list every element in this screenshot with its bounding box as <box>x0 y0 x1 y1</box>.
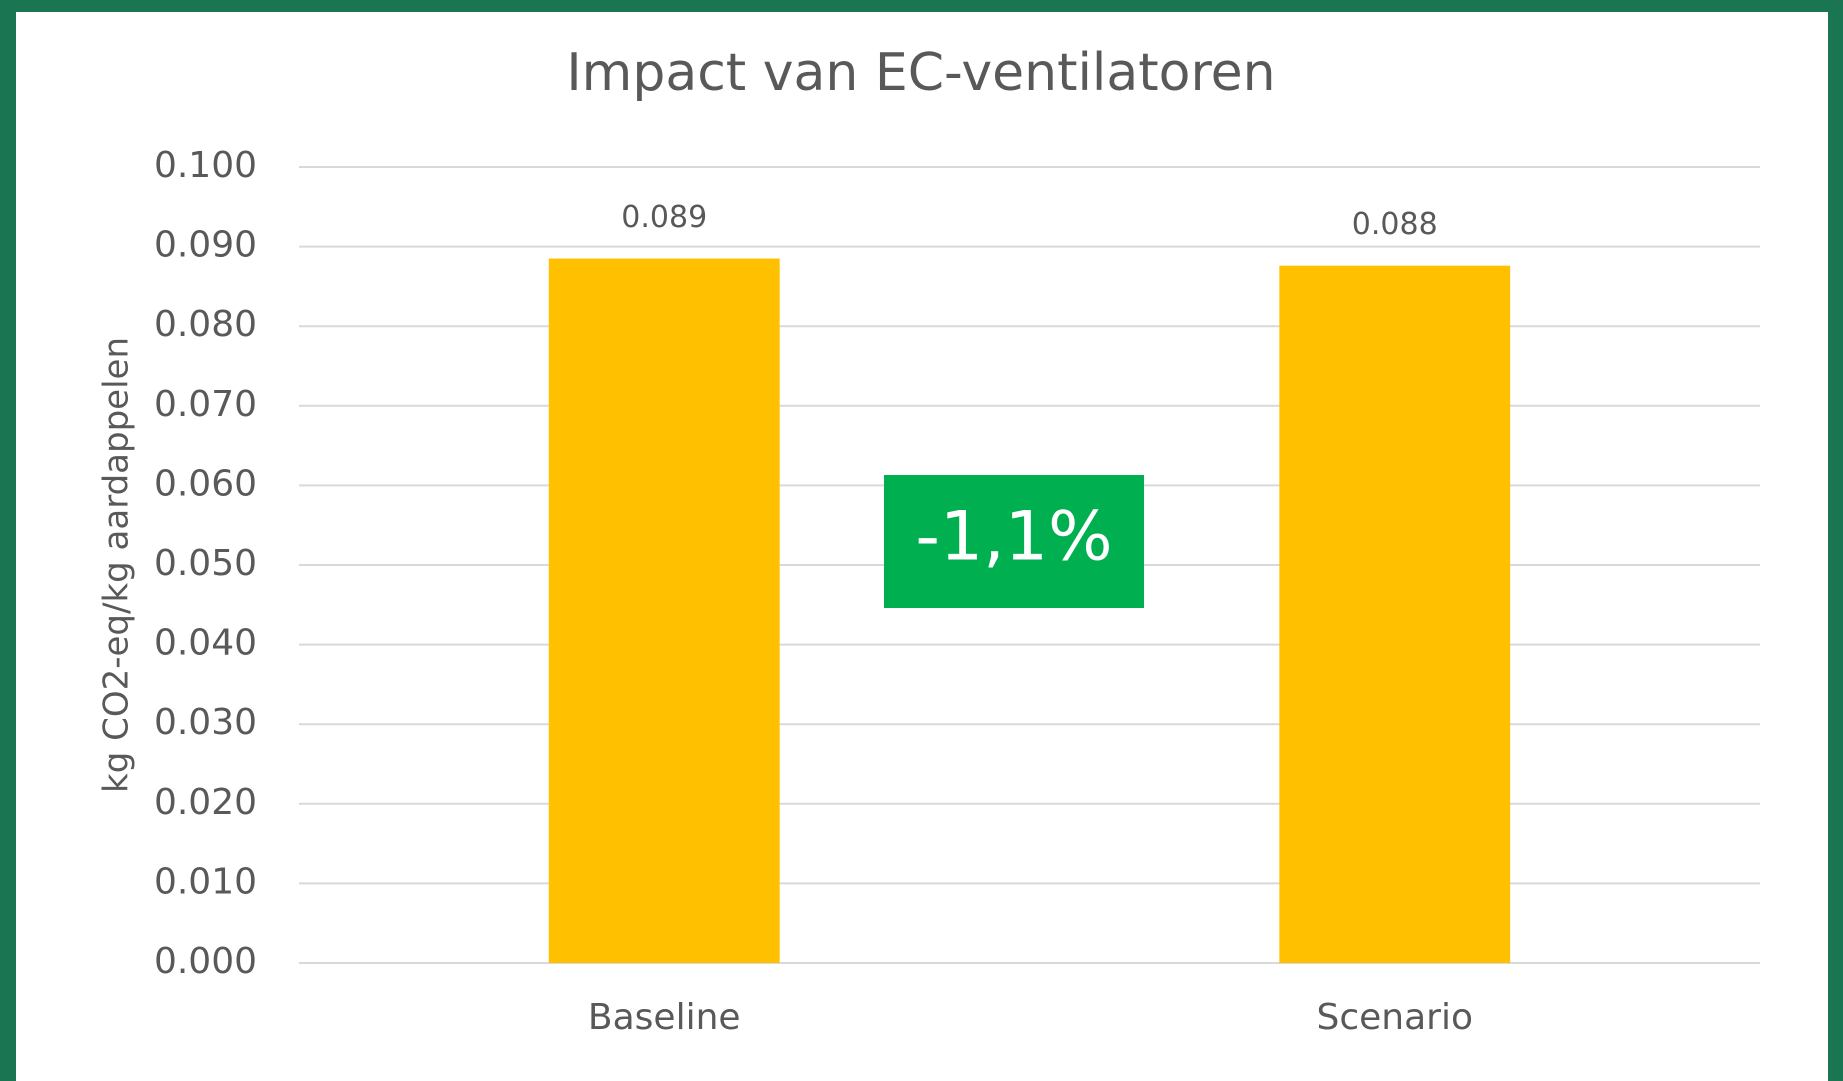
x-tick-label: Scenario <box>1317 997 1474 1038</box>
y-tick-label: 0.070 <box>154 384 257 425</box>
chart-title: Impact van EC-ventilatoren <box>566 43 1275 103</box>
y-axis-label: kg CO2-eq/kg aardappelen <box>97 337 137 793</box>
y-tick-label: 0.030 <box>154 702 257 743</box>
annotation-box <box>884 475 1144 608</box>
y-tick-label: 0.050 <box>154 543 257 584</box>
y-tick-label: 0.000 <box>154 941 257 982</box>
value-label: 0.088 <box>1352 207 1438 242</box>
y-tick-label: 0.090 <box>154 225 257 266</box>
y-tick-label: 0.080 <box>154 304 257 345</box>
y-tick-label: 0.040 <box>154 623 257 664</box>
annotation: -1,1% <box>884 475 1144 608</box>
annotation-text: -1,1% <box>915 498 1112 577</box>
bar <box>1279 265 1511 964</box>
y-tick-label: 0.060 <box>154 463 257 504</box>
x-tick-label: Baseline <box>588 997 741 1038</box>
y-tick-label: 0.020 <box>154 782 257 823</box>
y-tick-label: 0.010 <box>154 861 257 902</box>
y-tick-label: 0.100 <box>154 145 257 186</box>
value-label: 0.089 <box>621 200 707 235</box>
bar <box>548 258 780 963</box>
